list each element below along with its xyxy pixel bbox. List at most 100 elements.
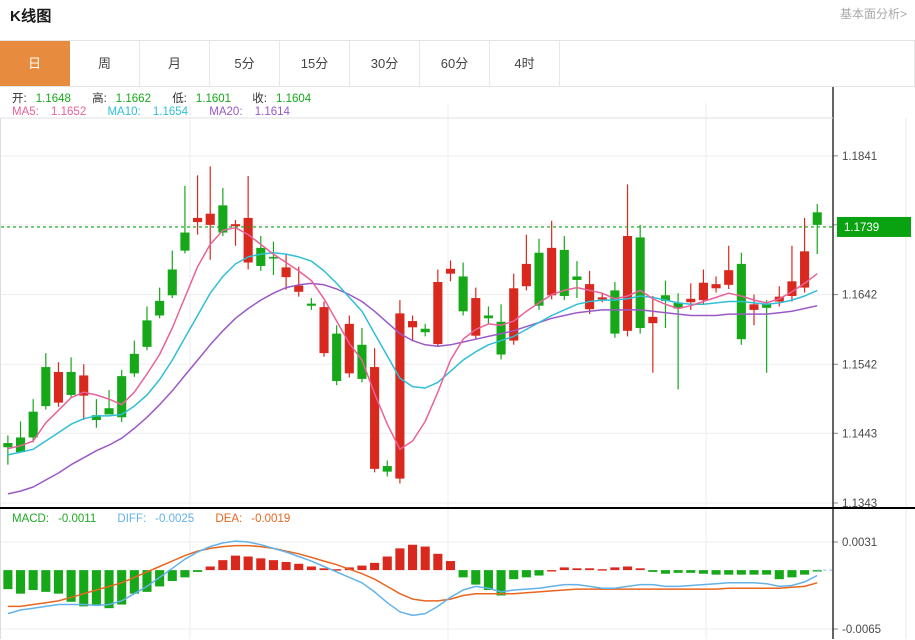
macd-histogram-bar [483,570,493,591]
macd-histogram-bar [762,570,772,575]
macd-histogram-bar [294,563,304,571]
macd-histogram-bar [635,568,645,571]
macd-histogram-bar [66,570,76,602]
fundamental-analysis-link[interactable]: 基本面分析> [839,7,907,21]
candle [167,250,177,299]
candle [698,269,708,306]
candle [585,270,595,315]
candle [572,261,582,299]
candle [635,224,645,334]
macd-histogram-bar [382,556,392,571]
candle [344,315,354,378]
macd-histogram-bar [180,570,190,578]
macd-histogram-bar [205,566,215,571]
candle [496,304,506,360]
candle [268,241,278,276]
macd-histogram-bar [660,570,671,574]
candle [724,245,734,289]
candle [370,348,380,473]
macd-histogram-bar [800,570,810,575]
macd-histogram-bar [53,570,64,594]
candle [180,185,190,254]
macd-histogram-bar [319,568,329,571]
candle [521,234,531,291]
period-tab-0[interactable]: 日 [0,41,70,86]
price-axis-tick-0: 1.1841 [842,151,877,163]
candle [142,306,152,351]
candle [622,184,633,337]
macd-histogram-bar [370,562,380,571]
macd-histogram-bar [104,570,114,609]
candle [812,203,822,255]
tab-bar-filler [560,41,915,86]
candle [762,300,772,373]
macd-indicator-pane[interactable]: MACD: -0.0011 DIFF: -0.0025 DEA: -0.0019 0.… [0,507,915,639]
period-tab-2[interactable]: 月 [140,41,210,86]
macd-histogram-bar [698,570,708,574]
candle [281,254,291,290]
candle [800,217,810,293]
macd-histogram-bar [559,567,569,571]
ma10-line [7,251,818,456]
chart-area[interactable]: 开: 1.1648 高: 1.1662 低: 1.1601 收: 1.1604 MA5:… [0,87,915,639]
macd-histogram-bar [408,544,418,571]
macd-histogram-bar [711,570,721,575]
macd-histogram-bar [585,568,595,571]
macd-histogram-bar [28,570,38,591]
macd-histogram-bar [812,570,822,572]
candle [91,399,101,428]
candle [332,325,342,386]
dea-line [7,544,818,608]
price-chart-svg: 1.18411.17421.16421.15421.14431.13431.17… [0,87,911,507]
macd-histogram-bar [167,570,177,581]
macd-histogram-bar [622,566,633,571]
candle [509,273,519,345]
macd-histogram-bar [724,570,734,575]
candle [547,220,557,300]
candle [559,236,569,301]
candle [230,219,241,246]
macd-histogram-bar [117,570,127,605]
macd-histogram-bar [395,548,405,571]
ma20-line [7,282,818,495]
price-axis-tick-5: 1.1343 [842,498,877,507]
macd-histogram-bar [91,570,101,605]
price-axis-tick-4: 1.1443 [842,428,877,440]
candle [155,287,165,319]
price-axis-tick-3: 1.1542 [842,359,877,371]
period-tab-5[interactable]: 30分 [350,41,420,86]
period-tab-6[interactable]: 60分 [420,41,490,86]
macd-histogram-bar [597,569,607,571]
macd-histogram-bar [332,569,342,571]
macd-histogram-bar [496,570,506,596]
macd-axis-tick-1: -0.0065 [842,624,881,636]
candle [218,187,228,237]
macd-histogram-bar [218,560,228,571]
macd-histogram-bar [648,570,658,572]
candle [129,340,139,377]
macd-histogram-bar [445,561,456,571]
macd-histogram-bar [142,570,152,592]
candle [306,298,316,310]
candle [471,287,481,340]
macd-histogram-bar [268,560,278,571]
period-tab-3[interactable]: 5分 [210,41,280,86]
period-tab-7[interactable]: 4时 [490,41,560,86]
price-candlestick-pane[interactable]: 开: 1.1648 高: 1.1662 低: 1.1601 收: 1.1604 MA5:… [0,87,915,507]
period-tab-4[interactable]: 15分 [280,41,350,86]
candle [66,357,76,398]
macd-histogram-bar [509,570,519,580]
macd-histogram-bar [433,553,443,571]
macd-histogram-bar [673,570,683,573]
macd-histogram-bar [749,570,759,575]
candle [458,262,468,316]
candle [382,460,392,477]
candle [41,353,51,410]
macd-axis-tick-0: 0.0031 [842,537,877,549]
period-tab-1[interactable]: 周 [70,41,140,86]
macd-histogram-bar [534,570,544,576]
macd-histogram-bar [774,570,784,580]
macd-histogram-bar [281,561,291,571]
candle [319,301,329,357]
candle [408,315,418,342]
